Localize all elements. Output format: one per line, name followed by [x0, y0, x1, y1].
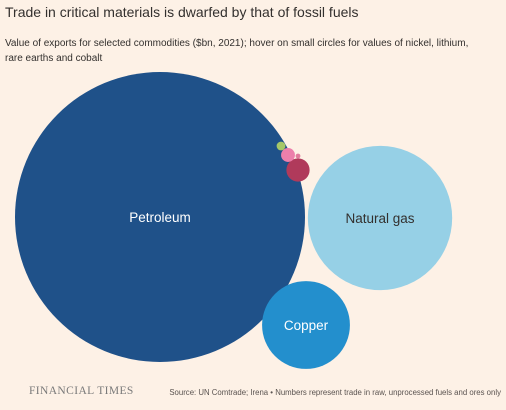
- bubble-label-copper: Copper: [284, 318, 329, 333]
- bubble-label-petroleum: Petroleum: [129, 210, 191, 225]
- bubble-circle-copper: [262, 281, 350, 369]
- bubble-circle-natural-gas: [307, 145, 453, 291]
- bubble-circle-cobalt[interactable]: [295, 153, 301, 159]
- bubble-natural-gas: Natural gas: [307, 145, 453, 291]
- chart-title: Trade in critical materials is dwarfed b…: [5, 4, 359, 20]
- chart-subtitle: Value of exports for selected commoditie…: [5, 38, 469, 64]
- bubble-label-natural-gas: Natural gas: [345, 211, 414, 226]
- source-note: Source: UN Comtrade; Irena • Numbers rep…: [169, 388, 501, 397]
- ft-logo: FINANCIAL TIMES: [29, 385, 134, 397]
- bubble-cobalt[interactable]: [295, 153, 301, 159]
- bubble-circle-nickel[interactable]: [286, 158, 310, 182]
- bubble-nickel[interactable]: [286, 158, 310, 182]
- bubble-petroleum: Petroleum: [15, 72, 305, 362]
- bubble-copper: Copper: [262, 281, 350, 369]
- bubble-circle-petroleum: [15, 72, 305, 362]
- bubble-circle-rare-earths[interactable]: [276, 141, 286, 151]
- bubble-circle-lithium[interactable]: [281, 148, 295, 162]
- bubble-lithium[interactable]: [281, 148, 295, 162]
- bubble-rare-earths[interactable]: [276, 141, 286, 151]
